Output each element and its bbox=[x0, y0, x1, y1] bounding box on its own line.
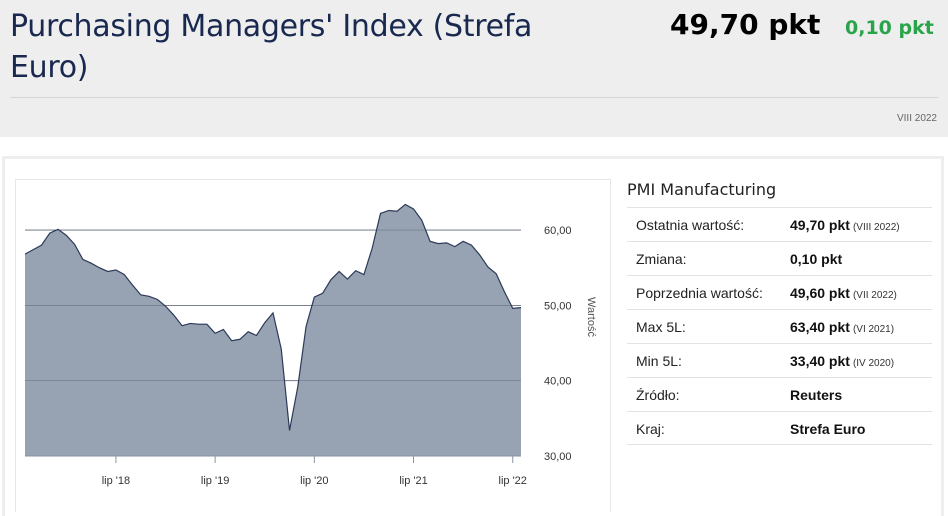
stats-label: Min 5L: bbox=[636, 353, 682, 369]
x-tick-label: lip '21 bbox=[399, 475, 427, 487]
stats-value: 33,40 pkt bbox=[790, 353, 850, 369]
stats-date: (IV 2020) bbox=[852, 358, 895, 369]
stats-row-source: Źródło: Reuters bbox=[627, 377, 932, 411]
y-tick-label: 40,00 bbox=[544, 376, 572, 388]
stats-row-min: Min 5L: 33,40 pkt (IV 2020) bbox=[627, 343, 932, 377]
x-tick-label: lip '20 bbox=[300, 475, 328, 487]
y-tick-label: 30,00 bbox=[544, 451, 572, 463]
stats-value: 49,70 pkt bbox=[790, 217, 850, 233]
change-value: 0,10 pkt bbox=[845, 17, 934, 39]
stats-row-change: Zmiana: 0,10 pkt bbox=[627, 241, 932, 275]
y-tick-label: 60,00 bbox=[544, 225, 572, 237]
stats-row-last: Ostatnia wartość: 49,70 pkt (VIII 2022) bbox=[627, 207, 932, 241]
stats-row-country: Kraj: Strefa Euro bbox=[627, 411, 932, 445]
y-axis-label: Wartość bbox=[585, 297, 597, 337]
stats-row-max: Max 5L: 63,40 pkt (VI 2021) bbox=[627, 309, 932, 343]
stats-value: Strefa Euro bbox=[790, 421, 866, 437]
x-tick-label: lip '19 bbox=[201, 475, 229, 487]
stats-label: Poprzednia wartość: bbox=[636, 285, 763, 301]
stats-value: Reuters bbox=[790, 387, 843, 403]
stats-label: Max 5L: bbox=[636, 319, 686, 335]
stats-date: (VII 2022) bbox=[852, 290, 897, 301]
y-tick-label: 50,00 bbox=[544, 300, 572, 312]
x-tick-label: lip '22 bbox=[499, 475, 527, 487]
current-value: 49,70 pkt bbox=[670, 8, 821, 41]
stats-table: Ostatnia wartość: 49,70 pkt (VIII 2022) Z… bbox=[627, 207, 932, 445]
stats-label: Kraj: bbox=[636, 421, 665, 437]
pmi-chart: 30,00 40,00 50,00 60,00 Wartość lip '18 lip '1… bbox=[24, 203, 597, 487]
stats-date: (VIII 2022) bbox=[852, 222, 900, 233]
date-label: VIII 2022 bbox=[896, 113, 937, 124]
header-divider bbox=[10, 97, 938, 98]
stats-label: Ostatnia wartość: bbox=[636, 217, 745, 233]
stats-title: PMI Manufacturing bbox=[627, 180, 777, 199]
stats-value: 63,40 pkt bbox=[790, 319, 850, 335]
stats-value: 49,60 pkt bbox=[790, 285, 850, 301]
series-area bbox=[25, 204, 521, 456]
stats-value: 0,10 pkt bbox=[790, 251, 843, 267]
stats-row-previous: Poprzednia wartość: 49,60 pkt (VII 2022) bbox=[627, 275, 932, 309]
chart-frame bbox=[15, 179, 611, 512]
page-title: Purchasing Managers' Index (Strefa Euro) bbox=[10, 9, 533, 85]
stats-label: Zmiana: bbox=[636, 251, 687, 267]
stats-date: (VI 2021) bbox=[852, 324, 895, 335]
x-tick-label: lip '18 bbox=[102, 475, 130, 487]
stats-label: Źródło: bbox=[636, 387, 680, 403]
header-bar bbox=[0, 0, 948, 137]
series-line bbox=[24, 203, 522, 431]
